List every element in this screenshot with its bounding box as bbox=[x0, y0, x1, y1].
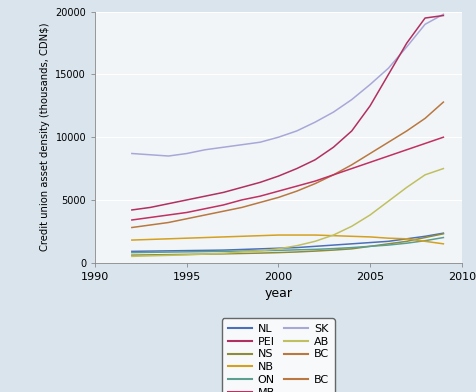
X-axis label: year: year bbox=[265, 287, 292, 300]
Y-axis label: Credit union asset density (thousands, CDN$): Credit union asset density (thousands, C… bbox=[40, 23, 50, 251]
Legend: NL, PEI, NS, NB, ON, MB, SK, AB, BC, , BC, : NL, PEI, NS, NB, ON, MB, SK, AB, BC, , B… bbox=[222, 318, 335, 392]
